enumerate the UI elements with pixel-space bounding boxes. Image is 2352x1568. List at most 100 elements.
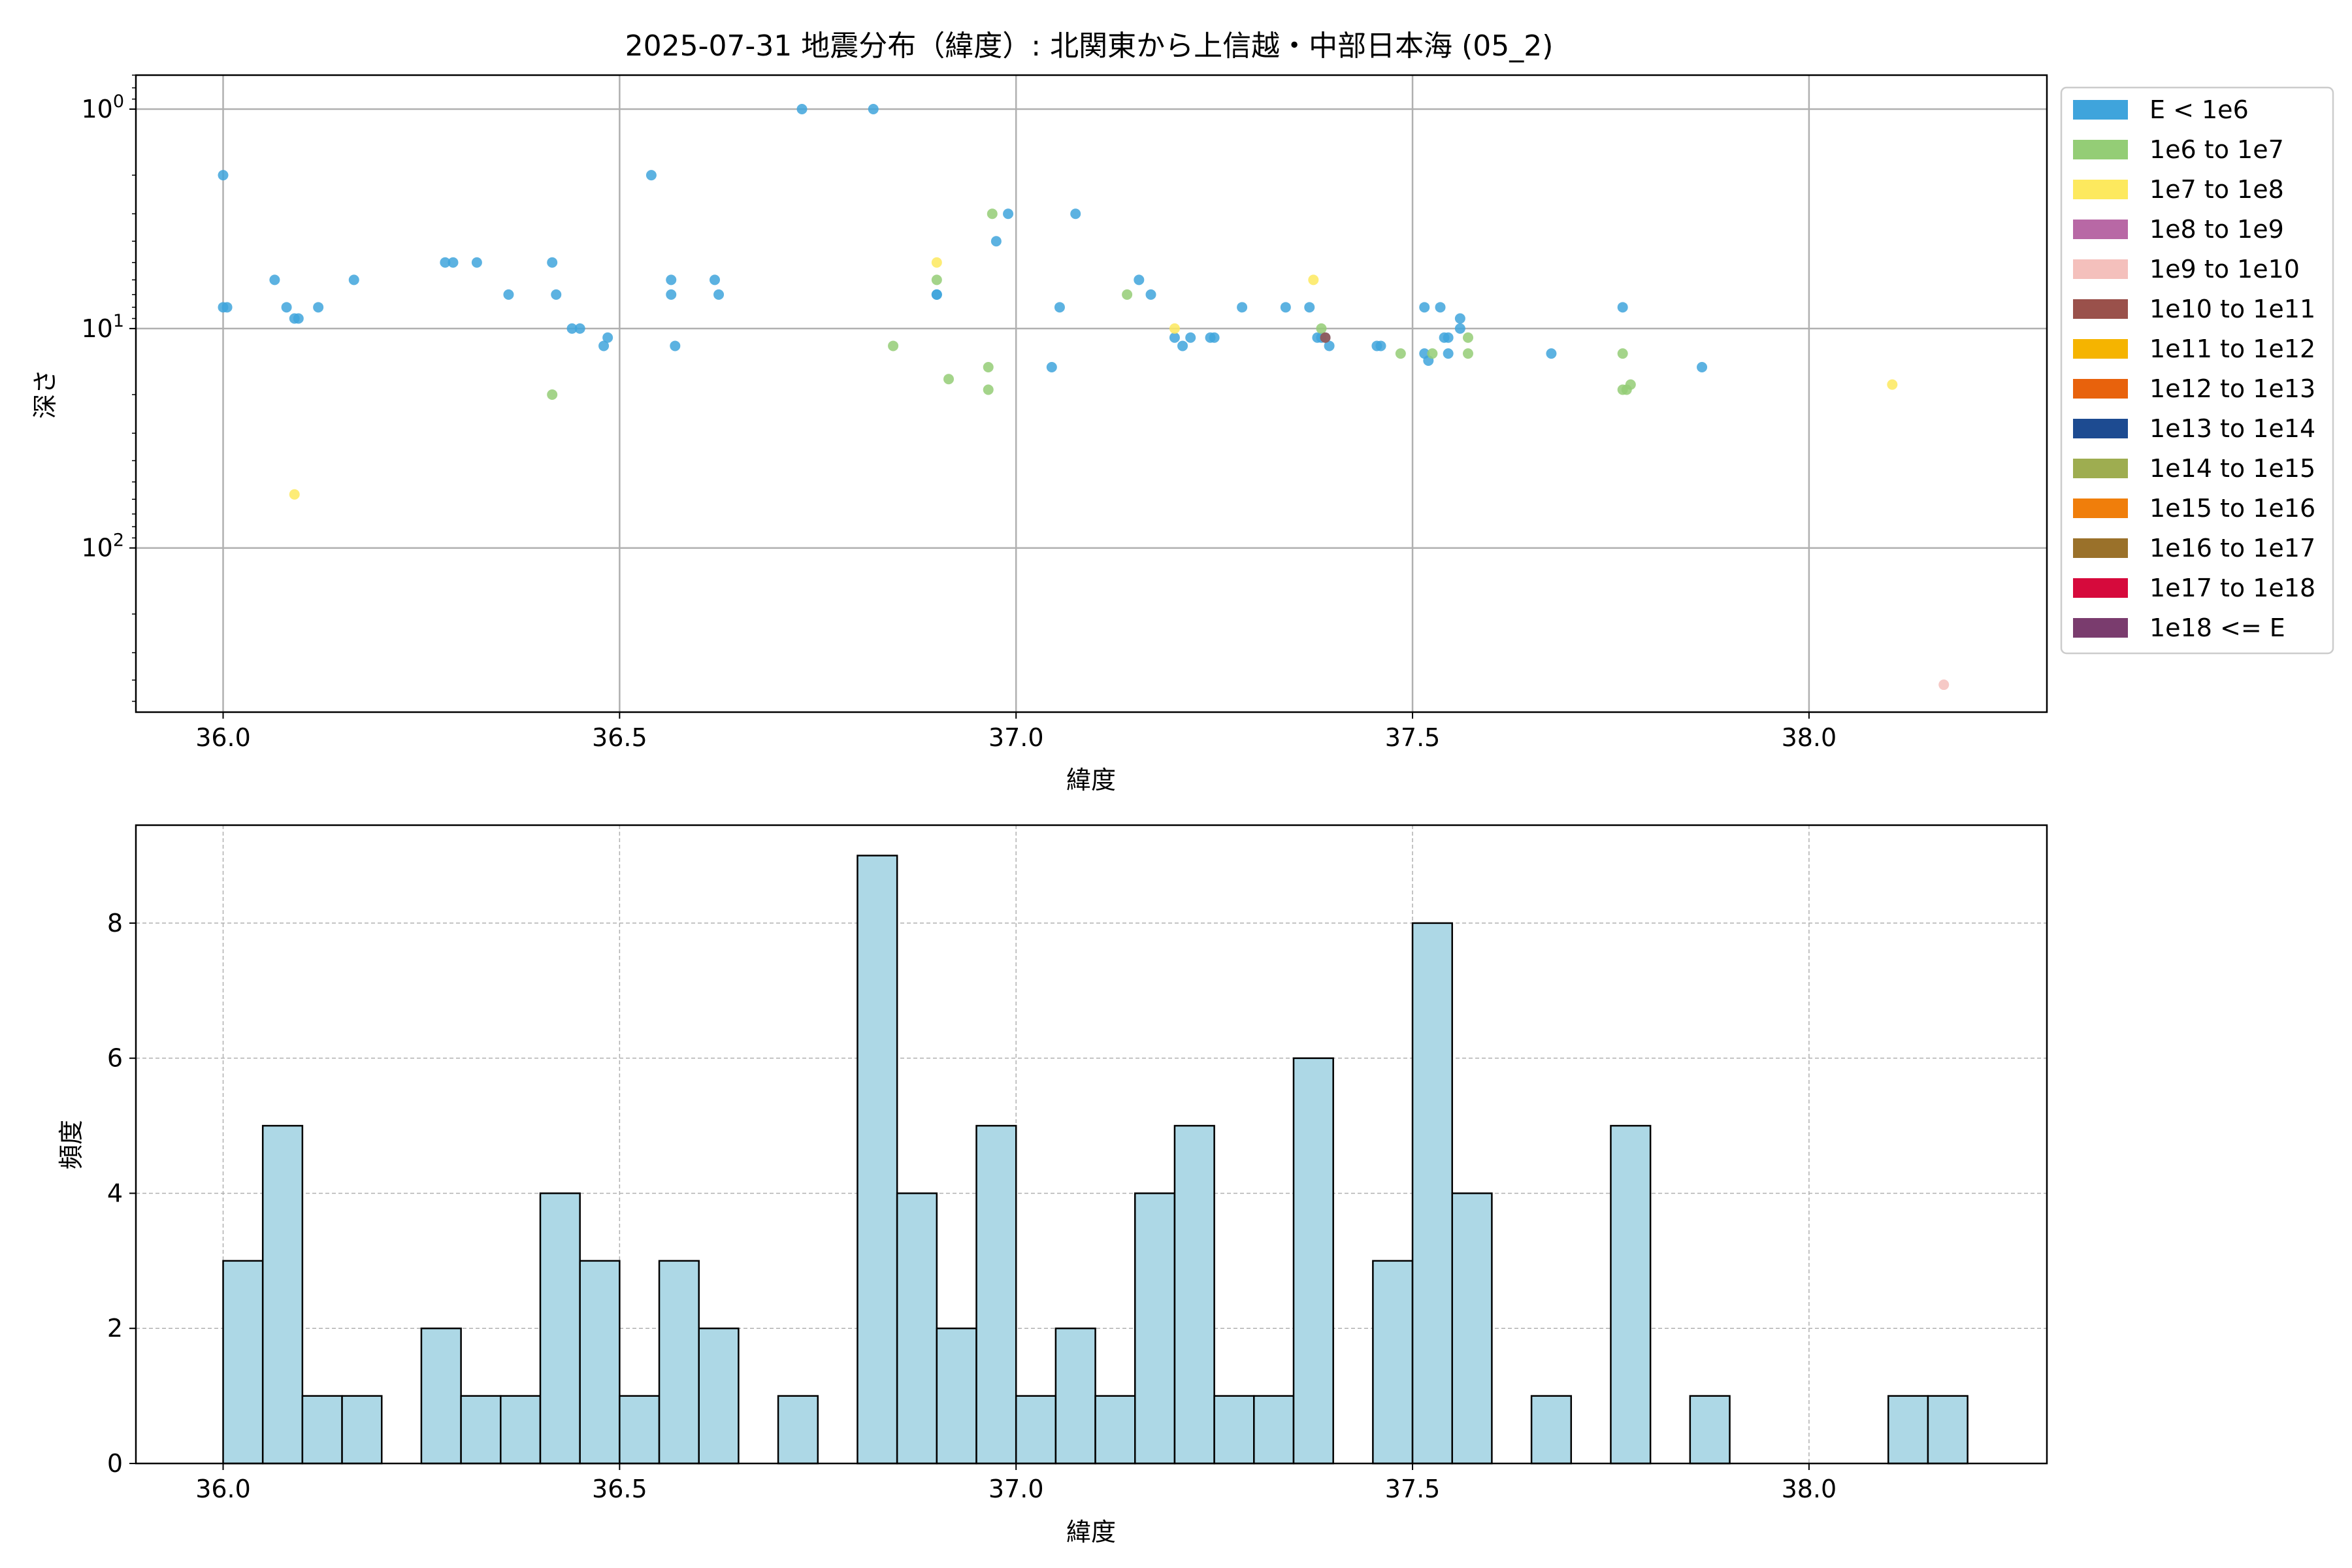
legend-label: 1e17 to 1e18 [2149,574,2315,602]
legend-label: 1e13 to 1e14 [2149,414,2315,443]
scatter-point [666,274,677,286]
scatter-x-tick-label: 37.0 [988,723,1044,752]
scatter-point [983,384,994,395]
scatter-point [1304,302,1315,313]
scatter-point [1617,348,1628,359]
scatter-ylabel: 深さ [31,369,59,419]
histogram-x-tick-label: 36.5 [592,1475,647,1503]
scatter-point [796,104,808,115]
scatter-point [440,257,451,268]
histogram-bar [1451,1192,1493,1465]
scatter-point [1463,332,1474,343]
scatter-point [269,274,280,286]
histogram-bar [1173,1124,1215,1465]
scatter-point [1427,348,1438,359]
scatter-point [221,302,233,313]
scatter-point [547,389,558,400]
scatter-point [598,340,610,351]
scatter-point [574,323,585,334]
legend-swatch [2073,578,2128,598]
legend-label: E < 1e6 [2149,95,2249,124]
legend-frame [2060,86,2334,655]
legend-swatch [2073,220,2128,239]
scatter-x-tick-label: 37.5 [1385,723,1441,752]
scatter-point [931,257,942,268]
histogram-bar [777,1395,819,1465]
scatter-point [448,257,459,268]
legend-label: 1e14 to 1e15 [2149,454,2315,483]
scatter-points [218,104,1950,691]
scatter-point [1625,379,1636,390]
scatter-point [1443,332,1454,343]
scatter-point [1697,362,1708,373]
scatter-point [1134,274,1145,286]
legend-label: 1e10 to 1e11 [2149,295,2315,323]
scatter-point [990,236,1002,247]
scatter-point [1443,348,1454,359]
histogram-bar [1689,1395,1731,1465]
histogram-bar [1610,1124,1652,1465]
scatter-y-tick-label: 100 [81,91,124,123]
scatter-xlabel: 緯度 [1066,766,1116,794]
histogram-bar [975,1124,1017,1465]
scatter-x-tick-label: 36.5 [592,723,647,752]
histogram-bar [1054,1327,1096,1465]
legend-label: 1e15 to 1e16 [2149,494,2315,523]
scatter-point [1185,332,1196,343]
legend: E < 1e6 1e6 to 1e7 1e7 to 1e8 1e8 to 1e9 1e9… [2060,86,2334,655]
histogram-bar [1292,1057,1334,1465]
scatter-point [313,302,324,313]
histogram-x-tick-label: 37.0 [988,1475,1044,1503]
scatter-point [943,374,955,385]
scatter-point [1209,332,1220,343]
histogram-bar [619,1395,661,1465]
legend-swatch [2073,618,2128,638]
scatter-point [1938,679,1950,691]
scatter-point [503,289,514,300]
legend-swatch [2073,259,2128,279]
scatter-point [1435,302,1446,313]
scatter-axes-frame [135,74,2048,713]
scatter-point [1122,289,1133,300]
legend-label: 1e16 to 1e17 [2149,534,2315,563]
histogram-ticks: 36.0 36.5 37.0 37.5 38.0 0 2 4 6 8 [107,909,1837,1503]
scatter-point [1145,289,1156,300]
scatter-point [1546,348,1557,359]
scatter-point [281,302,292,313]
legend-label: 1e18 <= E [2149,613,2285,642]
legend-label: 1e11 to 1e12 [2149,335,2315,363]
histogram-bar [1015,1395,1057,1465]
scatter-point [1419,302,1430,313]
legend-swatch [2073,498,2128,518]
histogram-bars [222,855,1968,1465]
scatter-point [983,362,994,373]
scatter-point [1070,208,1081,220]
scatter-point [645,170,657,181]
legend-items: E < 1e6 1e6 to 1e7 1e7 to 1e8 1e8 to 1e9 1e9… [2073,95,2315,642]
histogram-axes-frame [135,824,2048,1465]
scatter-point [1320,332,1331,343]
legend-swatch [2073,140,2128,159]
scatter-point [709,274,720,286]
scatter-point [931,289,942,300]
histogram-x-tick-label: 36.0 [195,1475,251,1503]
histogram-bar [1887,1395,1929,1465]
scatter-x-tick-label: 38.0 [1782,723,1837,752]
scatter-point [1177,340,1188,351]
scatter-point [551,289,562,300]
histogram-bar [1213,1395,1255,1465]
scatter-point [348,274,359,286]
legend-swatch [2073,538,2128,558]
histogram-bar [341,1395,383,1465]
scatter-point [566,323,578,334]
scatter-point [1454,323,1465,334]
histogram-xlabel: 緯度 [1066,1518,1116,1546]
histogram-bar [1530,1395,1573,1465]
histogram-bar [1411,922,1453,1465]
histogram-y-tick-label: 0 [107,1449,123,1478]
scatter-point [888,340,899,351]
scatter-point [1316,323,1327,334]
histogram-bar [1094,1395,1136,1465]
